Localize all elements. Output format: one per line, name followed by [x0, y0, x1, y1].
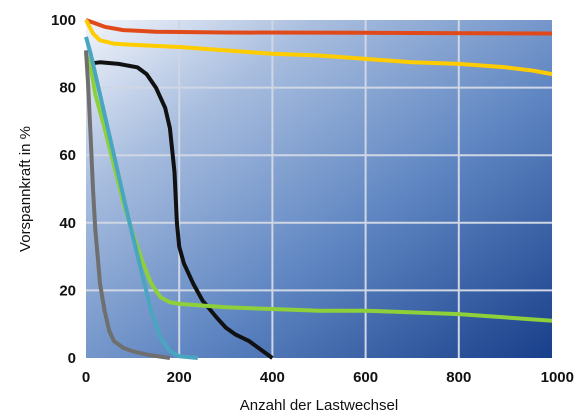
series-line-6	[84, 50, 171, 360]
series-line-3	[85, 60, 274, 360]
series-line-5	[84, 36, 198, 360]
y-tick-label: 0	[68, 350, 76, 367]
y-tick-label: 100	[51, 12, 76, 29]
y-tick-label: 80	[59, 80, 76, 97]
x-tick-label: 800	[446, 369, 471, 386]
series-line-2	[84, 19, 553, 77]
grid	[86, 20, 552, 358]
y-tick-label: 20	[59, 282, 76, 299]
plot-area	[86, 20, 552, 358]
series-line-4	[84, 53, 553, 323]
y-tick-label: 40	[59, 215, 76, 232]
y-tick-label: 60	[59, 147, 76, 164]
x-tick-label: 1000	[541, 369, 574, 386]
x-tick-label: 600	[353, 369, 378, 386]
x-tick-label: 0	[82, 369, 90, 386]
y-tick-labels: 0 20 40 60 80 100	[51, 12, 76, 367]
x-tick-label: 400	[260, 369, 285, 386]
x-tick-label: 200	[167, 369, 192, 386]
series-line-1	[85, 18, 553, 36]
x-tick-labels: 0 200 400 600 800 1000	[82, 369, 574, 386]
y-axis-label: Vorspannkraft in %	[17, 126, 34, 252]
series-layer	[84, 18, 553, 360]
x-axis-label: Anzahl der Lastwechsel	[240, 397, 398, 414]
